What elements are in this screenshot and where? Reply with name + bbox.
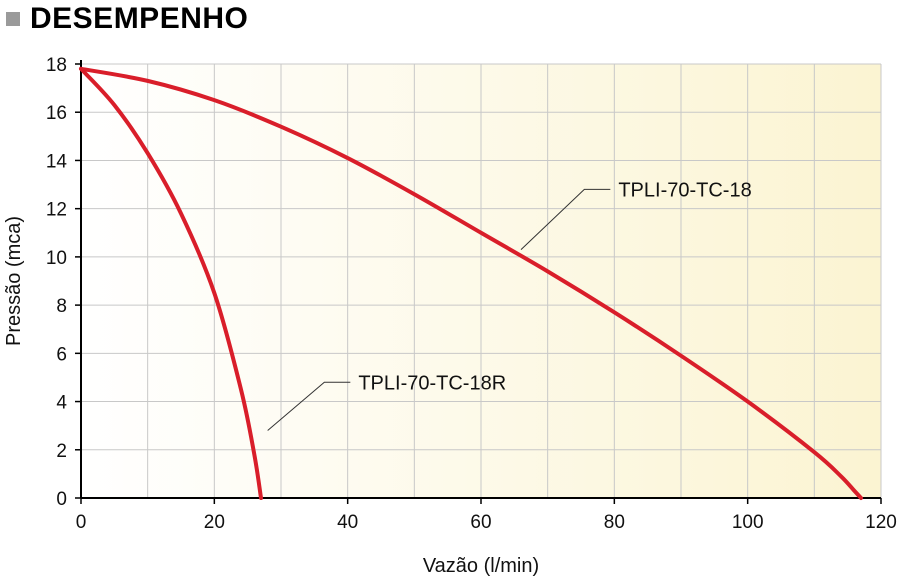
x-axis-title: Vazão (l/min) [423,555,539,577]
y-axis-title: Pressão (mca) [3,216,25,346]
x-tick-label: 40 [337,512,358,533]
curve-tpli-70-tc-18 [79,66,863,500]
curves [79,66,863,500]
header-bullet-square [6,12,20,26]
y-tick-label: 6 [56,344,67,365]
x-tick-label: 120 [865,512,897,533]
curve-tpli-70-tc-18r [79,66,263,500]
x-tick-label: 60 [470,512,491,533]
y-tick-label: 8 [56,296,67,317]
y-tick-label: 14 [46,151,68,172]
curve-label: TPLI-70-TC-18 [618,179,751,201]
curve-annotations: TPLI-70-TC-18 TPLI-70-TC-18R [267,179,752,431]
y-tick-label: 10 [46,248,67,269]
tick-labels: 0 20 40 60 80 100 120 0 2 4 6 8 10 12 14 16 18 [46,55,897,533]
x-tick-label: 20 [204,512,225,533]
y-tick-label: 2 [56,441,67,462]
x-tick-label: 0 [76,512,87,533]
y-tick-label: 12 [46,200,67,221]
x-tick-label: 100 [732,512,764,533]
chart-header: DESEMPENHO [6,2,248,36]
y-tick-label: 0 [56,489,67,510]
y-tick-label: 4 [56,393,67,414]
chart-title: DESEMPENHO [30,2,249,35]
curve-label: TPLI-70-TC-18R [358,372,506,394]
x-tick-label: 80 [604,512,625,533]
annotation-leader-line [267,381,351,431]
annotation-leader-line [520,188,611,251]
y-tick-label: 18 [46,55,67,76]
grid-lines [80,63,882,499]
y-tick-label: 16 [46,103,67,124]
